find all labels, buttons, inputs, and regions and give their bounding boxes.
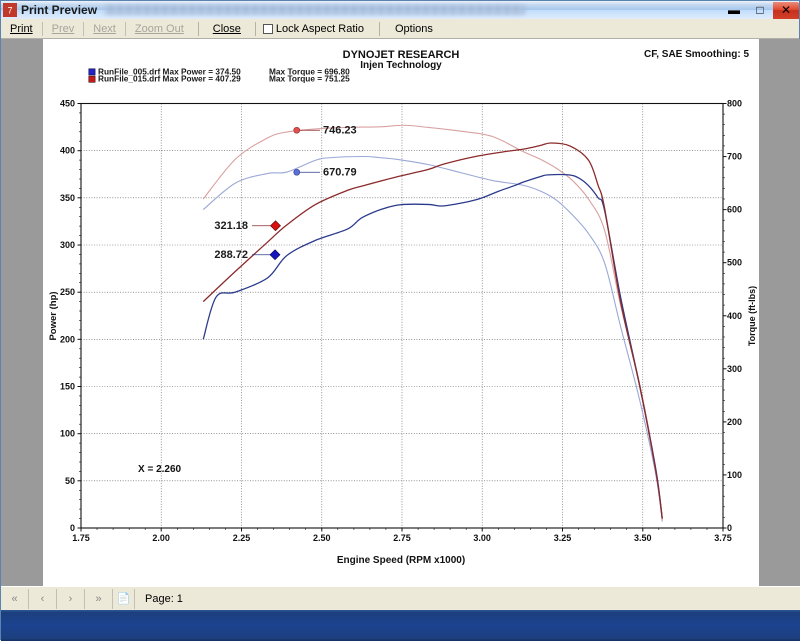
svg-text:250: 250 bbox=[60, 287, 75, 297]
svg-text:RunFile_015.drf Max Power = 40: RunFile_015.drf Max Power = 407.29 bbox=[98, 74, 241, 84]
svg-text:600: 600 bbox=[727, 205, 742, 215]
svg-text:800: 800 bbox=[727, 99, 742, 109]
svg-text:400: 400 bbox=[60, 146, 75, 156]
svg-text:300: 300 bbox=[60, 240, 75, 250]
svg-text:300: 300 bbox=[727, 364, 742, 374]
svg-text:Torque (ft-lbs): Torque (ft-lbs) bbox=[747, 286, 757, 346]
svg-text:100: 100 bbox=[60, 429, 75, 439]
svg-text:3.25: 3.25 bbox=[554, 533, 572, 543]
svg-text:350: 350 bbox=[60, 193, 75, 203]
svg-text:100: 100 bbox=[727, 470, 742, 480]
svg-text:3.75: 3.75 bbox=[714, 533, 732, 543]
svg-text:0: 0 bbox=[70, 523, 75, 533]
svg-text:Power (hp): Power (hp) bbox=[48, 291, 59, 340]
svg-text:288.72: 288.72 bbox=[214, 249, 248, 261]
svg-text:50: 50 bbox=[65, 476, 75, 486]
svg-text:500: 500 bbox=[727, 258, 742, 268]
svg-text:700: 700 bbox=[727, 152, 742, 162]
svg-text:670.79: 670.79 bbox=[323, 167, 357, 179]
svg-text:3.50: 3.50 bbox=[634, 533, 652, 543]
svg-text:321.18: 321.18 bbox=[214, 220, 248, 232]
svg-text:1.75: 1.75 bbox=[72, 533, 90, 543]
svg-text:2.00: 2.00 bbox=[152, 533, 170, 543]
svg-text:2.75: 2.75 bbox=[393, 533, 411, 543]
svg-text:200: 200 bbox=[727, 417, 742, 427]
svg-text:3.00: 3.00 bbox=[473, 533, 491, 543]
svg-text:150: 150 bbox=[60, 382, 75, 392]
svg-text:0: 0 bbox=[727, 523, 732, 533]
svg-text:200: 200 bbox=[60, 334, 75, 344]
svg-text:7: 7 bbox=[8, 6, 13, 16]
svg-text:746.23: 746.23 bbox=[323, 125, 357, 137]
svg-text:450: 450 bbox=[60, 99, 75, 109]
svg-text:2.50: 2.50 bbox=[313, 533, 331, 543]
svg-text:2.25: 2.25 bbox=[233, 533, 251, 543]
svg-text:Max Torque = 751.25: Max Torque = 751.25 bbox=[269, 74, 350, 84]
svg-text:400: 400 bbox=[727, 311, 742, 321]
